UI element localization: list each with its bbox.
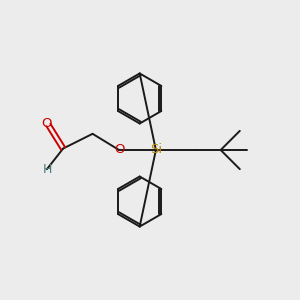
Text: Si: Si bbox=[150, 143, 162, 157]
Text: O: O bbox=[114, 143, 124, 157]
Text: H: H bbox=[42, 163, 52, 176]
Text: O: O bbox=[42, 117, 52, 130]
